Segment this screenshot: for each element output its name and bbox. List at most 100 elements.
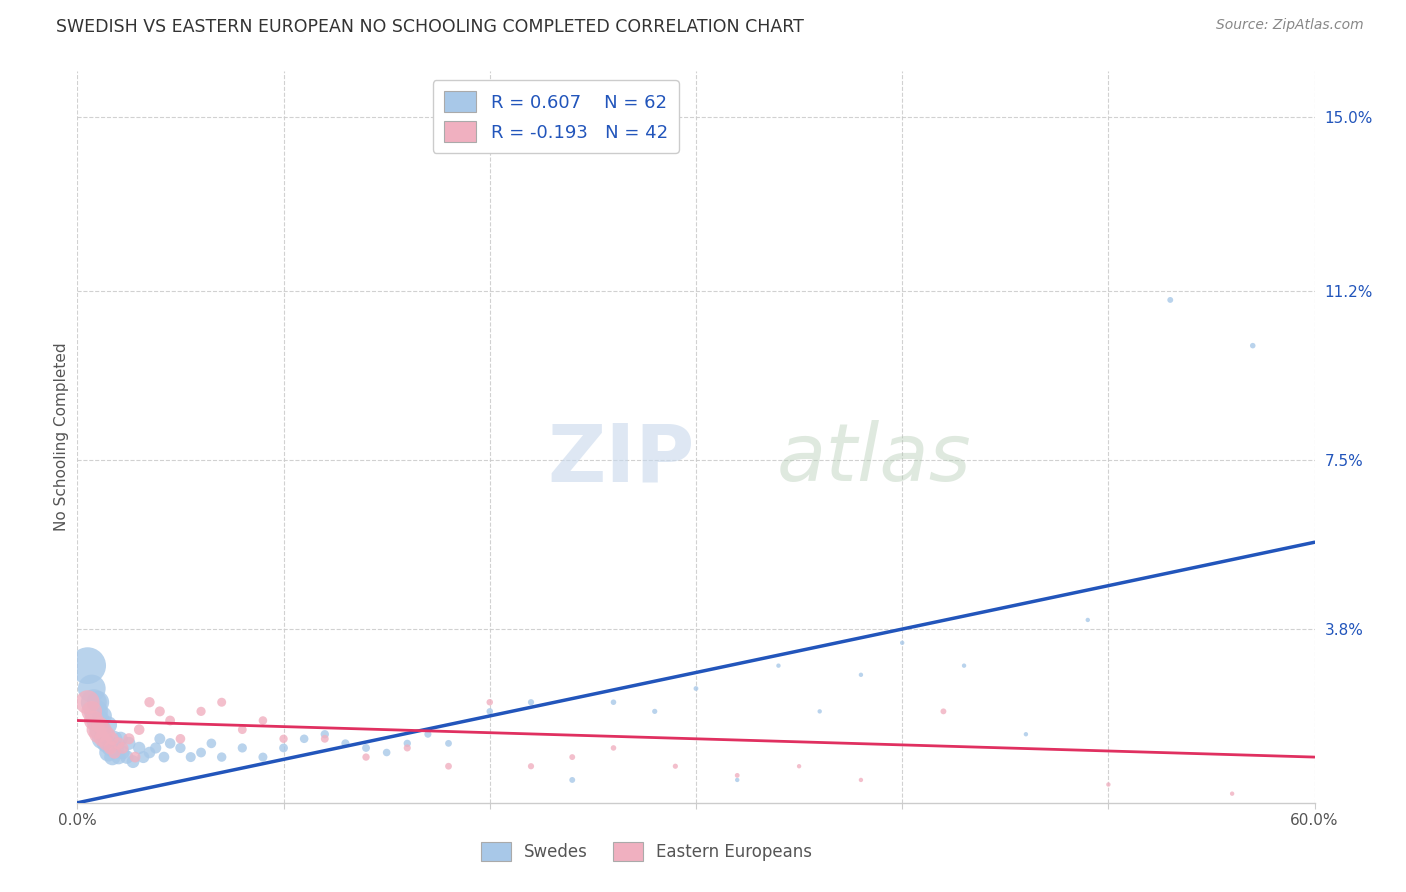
Point [84, 705, 107, 719]
Text: ZIP: ZIP [547, 420, 695, 498]
Point [1241, 338, 1264, 352]
Point [110, 731, 132, 746]
Point [437, 759, 460, 773]
Point [84, 723, 107, 737]
Point [107, 750, 129, 764]
Point [83, 695, 105, 709]
Point [98, 740, 121, 755]
Point [169, 731, 191, 746]
Point [520, 695, 543, 709]
Point [89, 723, 111, 737]
Point [98, 740, 121, 755]
Point [115, 750, 138, 764]
Point [602, 740, 624, 755]
Point [231, 723, 253, 737]
Point [190, 705, 212, 719]
Text: Source: ZipAtlas.com: Source: ZipAtlas.com [1216, 18, 1364, 32]
Point [149, 705, 172, 719]
Legend: Swedes, Eastern Europeans: Swedes, Eastern Europeans [474, 835, 818, 868]
Point [169, 740, 191, 755]
Point [375, 746, 398, 760]
Point [145, 740, 167, 755]
Point [190, 746, 212, 760]
Point [725, 772, 748, 787]
Point [354, 740, 377, 755]
Point [101, 750, 124, 764]
Point [520, 759, 543, 773]
Point [103, 746, 125, 760]
Point [76, 658, 98, 673]
Point [96, 736, 118, 750]
Point [76, 695, 98, 709]
Point [138, 746, 160, 760]
Y-axis label: No Schooling Completed: No Schooling Completed [53, 343, 69, 532]
Point [101, 731, 124, 746]
Point [849, 772, 872, 787]
Point [1077, 613, 1099, 627]
Point [97, 746, 120, 760]
Point [80, 681, 103, 696]
Point [111, 746, 134, 760]
Point [478, 695, 501, 709]
Point [128, 723, 150, 737]
Point [416, 727, 439, 741]
Point [335, 736, 357, 750]
Point [103, 731, 125, 746]
Point [891, 636, 914, 650]
Point [252, 714, 274, 728]
Point [768, 658, 790, 673]
Point [396, 736, 419, 750]
Point [153, 750, 176, 764]
Point [89, 718, 111, 732]
Point [124, 750, 146, 764]
Point [93, 723, 115, 737]
Point [87, 714, 110, 728]
Point [93, 727, 115, 741]
Point [91, 731, 114, 746]
Point [80, 705, 103, 719]
Point [87, 727, 110, 741]
Point [849, 667, 872, 681]
Point [211, 695, 233, 709]
Point [561, 772, 583, 787]
Point [149, 731, 172, 746]
Point [292, 731, 315, 746]
Point [396, 740, 419, 755]
Point [159, 736, 181, 750]
Point [91, 709, 114, 723]
Point [314, 731, 336, 746]
Point [180, 750, 202, 764]
Point [1015, 727, 1038, 741]
Point [87, 695, 110, 709]
Point [128, 740, 150, 755]
Point [138, 695, 160, 709]
Point [314, 727, 336, 741]
Point [478, 705, 501, 719]
Point [231, 740, 253, 755]
Point [664, 759, 686, 773]
Point [1159, 293, 1181, 307]
Point [96, 736, 118, 750]
Point [107, 736, 129, 750]
Point [91, 731, 114, 746]
Point [97, 718, 120, 732]
Point [211, 750, 233, 764]
Point [787, 759, 810, 773]
Point [685, 681, 707, 696]
Point [602, 695, 624, 709]
Point [105, 740, 128, 755]
Point [561, 750, 583, 764]
Point [808, 705, 831, 719]
Point [354, 750, 377, 764]
Point [132, 750, 155, 764]
Point [111, 740, 134, 755]
Point [1220, 787, 1243, 801]
Text: atlas: atlas [776, 420, 972, 498]
Point [644, 705, 666, 719]
Point [725, 768, 748, 782]
Point [932, 705, 955, 719]
Text: SWEDISH VS EASTERN EUROPEAN NO SCHOOLING COMPLETED CORRELATION CHART: SWEDISH VS EASTERN EUROPEAN NO SCHOOLING… [56, 18, 804, 36]
Point [953, 658, 976, 673]
Point [252, 750, 274, 764]
Point [1097, 777, 1119, 792]
